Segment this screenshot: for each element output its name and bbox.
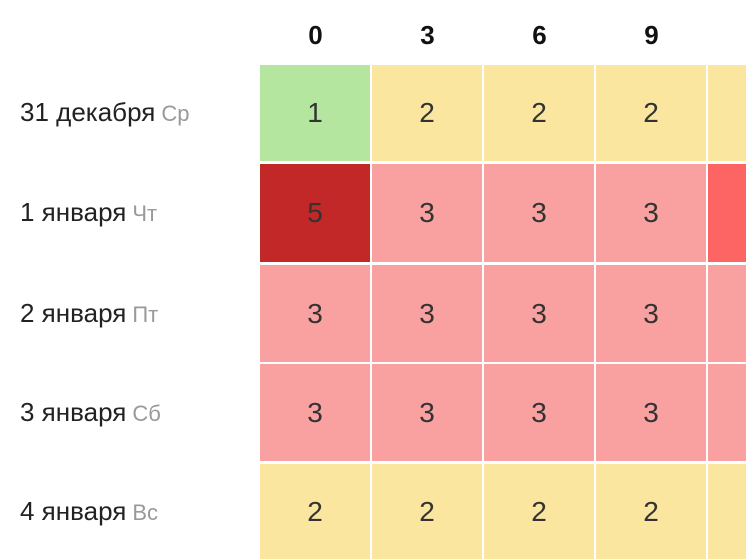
heatmap-cell — [708, 364, 746, 461]
column-header: 6 — [532, 20, 547, 50]
row-label: 4 января Вс — [20, 496, 158, 527]
heatmap-cell: 2 — [372, 464, 482, 559]
weekday-label: Чт — [132, 201, 158, 226]
weekday-label: Вс — [132, 499, 159, 525]
date-label: 1 января — [20, 197, 127, 227]
heatmap-cell: 3 — [372, 265, 482, 362]
heatmap-cell: 3 — [596, 265, 706, 362]
heatmap-cell: 1 — [260, 65, 370, 161]
heatmap-cell — [708, 65, 746, 161]
heatmap-cell: 3 — [372, 164, 482, 262]
column-header: 9 — [644, 20, 659, 50]
column-header: 3 — [420, 20, 435, 50]
date-label: 4 января — [20, 495, 127, 526]
date-label: 3 января — [20, 396, 127, 427]
weekday-label: Ср — [161, 101, 190, 126]
heatmap-cell: 2 — [372, 65, 482, 161]
heatmap-cell: 3 — [260, 265, 370, 362]
heatmap-cell: 2 — [484, 65, 594, 161]
weekday-label: Сб — [132, 400, 161, 426]
row-label: 3 января Сб — [20, 397, 161, 428]
heatmap-cell: 3 — [484, 265, 594, 362]
heatmap-cell: 3 — [372, 364, 482, 461]
heatmap-cell: 3 — [484, 164, 594, 262]
row-label: 2 января Пт — [20, 298, 158, 329]
column-header: 0 — [308, 20, 323, 50]
heatmap-cell — [708, 265, 746, 362]
heatmap-cell: 3 — [596, 364, 706, 461]
heatmap-cell: 2 — [596, 464, 706, 559]
heatmap-cell: 2 — [484, 464, 594, 559]
row-label: 31 декабря Ср — [20, 97, 189, 128]
heatmap-cell: 3 — [484, 364, 594, 461]
heatmap-cell — [708, 464, 746, 559]
heatmap-cell: 5 — [260, 164, 370, 262]
heatmap-cell — [708, 164, 746, 262]
weekday-label: Пт — [132, 301, 159, 327]
row-label: 1 января Чт — [20, 197, 157, 228]
date-label: 2 января — [20, 297, 127, 328]
heatmap-cell: 2 — [260, 464, 370, 559]
heatmap-cell: 3 — [260, 364, 370, 461]
heatmap-cell: 2 — [596, 65, 706, 161]
heatmap-cell: 3 — [596, 164, 706, 262]
date-label: 31 декабря — [20, 97, 156, 127]
